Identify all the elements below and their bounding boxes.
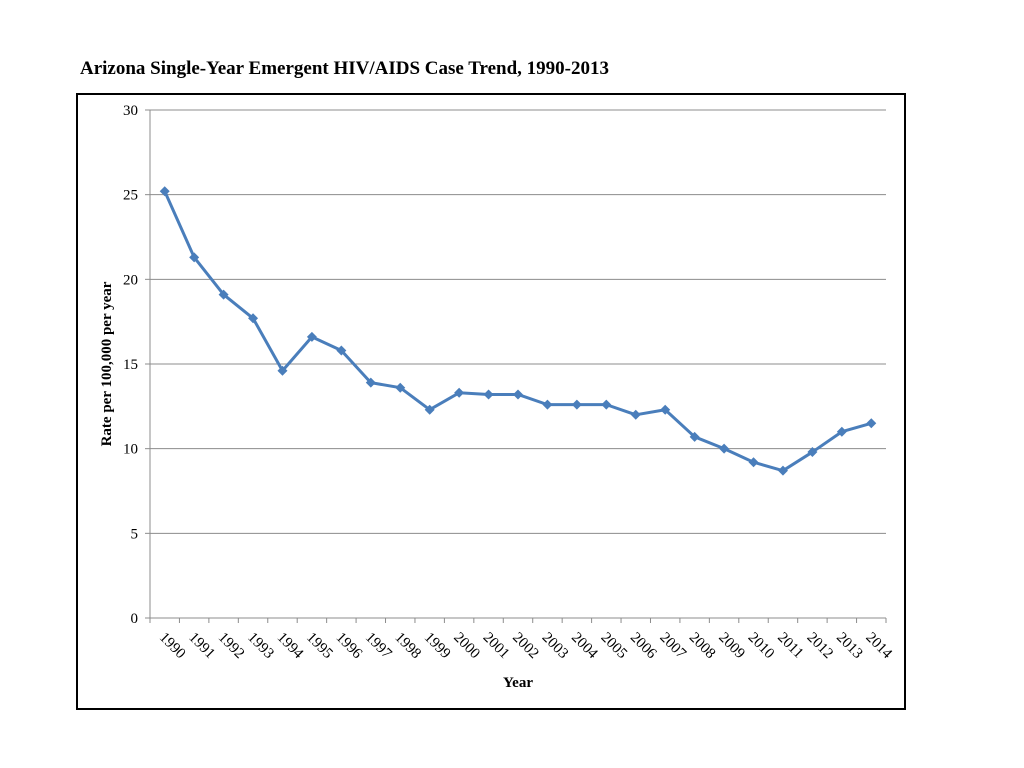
- chart-title: Arizona Single-Year Emergent HIV/AIDS Ca…: [80, 58, 609, 79]
- x-tick-label: 2010: [745, 630, 778, 663]
- x-tick-label: 2003: [539, 630, 572, 663]
- data-point-marker: [336, 345, 347, 356]
- y-tick-label: 10: [123, 442, 138, 458]
- y-tick-label: 20: [123, 272, 138, 288]
- y-tick-label: 15: [123, 357, 138, 373]
- x-tick-label: 2005: [597, 630, 630, 663]
- data-point-marker: [513, 389, 523, 400]
- series-line: [163, 190, 872, 473]
- x-tick-label: 2011: [774, 630, 806, 662]
- x-tick-label: 2001: [480, 630, 513, 663]
- x-tick-label: 2007: [656, 630, 689, 663]
- y-tick-label: 30: [123, 103, 138, 119]
- data-point-marker: [542, 399, 553, 410]
- x-tick-label: 2012: [804, 630, 837, 663]
- x-tick-label: 2013: [833, 630, 866, 663]
- data-point-marker: [277, 365, 288, 376]
- data-point-marker: [689, 431, 700, 442]
- data-point-marker: [719, 443, 730, 454]
- data-point-marker: [306, 331, 317, 342]
- data-point-marker: [395, 382, 406, 393]
- x-tick-label: 1999: [421, 630, 454, 663]
- x-tick-label: 1995: [303, 630, 336, 663]
- y-tick-label: 0: [131, 611, 139, 627]
- data-point-marker: [836, 426, 847, 437]
- data-point-marker: [807, 447, 818, 458]
- x-tick-label: 2002: [509, 630, 542, 663]
- data-point-marker: [630, 409, 641, 420]
- x-tick-label: 2006: [627, 630, 660, 663]
- x-tick-label: 1998: [391, 630, 424, 663]
- chart-frame: [76, 93, 906, 710]
- x-tick-label: 2000: [450, 630, 483, 663]
- x-tick-label: 2008: [686, 630, 719, 663]
- data-point-marker: [748, 457, 759, 468]
- y-axis-title: Rate per 100,000 per year: [99, 281, 115, 446]
- data-point-marker: [454, 387, 465, 398]
- x-tick-label: 2009: [715, 630, 748, 663]
- y-tick-label: 5: [131, 526, 139, 542]
- data-point-marker: [218, 289, 229, 300]
- y-tick-label: 25: [123, 188, 138, 204]
- data-point-marker: [866, 418, 877, 429]
- data-point-marker: [483, 389, 494, 400]
- x-tick-label: 1997: [362, 630, 395, 663]
- x-tick-label: 2014: [862, 630, 895, 663]
- data-point-marker: [159, 186, 170, 197]
- data-point-marker: [424, 404, 435, 415]
- x-tick-label: 1994: [274, 630, 307, 663]
- data-point-marker: [571, 399, 582, 410]
- x-tick-label: 1996: [333, 630, 366, 663]
- data-point-marker: [365, 377, 376, 388]
- data-point-marker: [601, 399, 612, 410]
- data-point-marker: [777, 465, 788, 476]
- x-tick-label: 1991: [185, 630, 218, 663]
- x-tick-label: 1990: [156, 630, 189, 663]
- data-point-marker: [660, 404, 671, 415]
- x-axis-title: Year: [503, 675, 533, 691]
- x-tick-label: 1992: [215, 630, 248, 663]
- data-point-marker: [248, 313, 259, 324]
- data-point-marker: [189, 252, 200, 263]
- x-tick-label: 1993: [244, 630, 277, 663]
- x-tick-label: 2004: [568, 630, 601, 663]
